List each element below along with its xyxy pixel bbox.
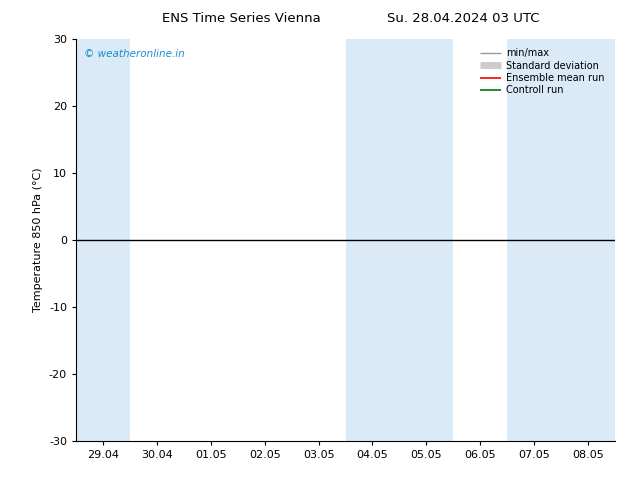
Bar: [76, 39, 130, 441]
Text: Su. 28.04.2024 03 UTC: Su. 28.04.2024 03 UTC: [387, 12, 539, 25]
Bar: [507, 39, 615, 441]
Text: © weatheronline.in: © weatheronline.in: [84, 49, 185, 59]
Y-axis label: Temperature 850 hPa (°C): Temperature 850 hPa (°C): [34, 168, 43, 313]
Text: ENS Time Series Vienna: ENS Time Series Vienna: [162, 12, 320, 25]
Legend: min/max, Standard deviation, Ensemble mean run, Controll run: min/max, Standard deviation, Ensemble me…: [480, 48, 605, 96]
Bar: [346, 39, 453, 441]
